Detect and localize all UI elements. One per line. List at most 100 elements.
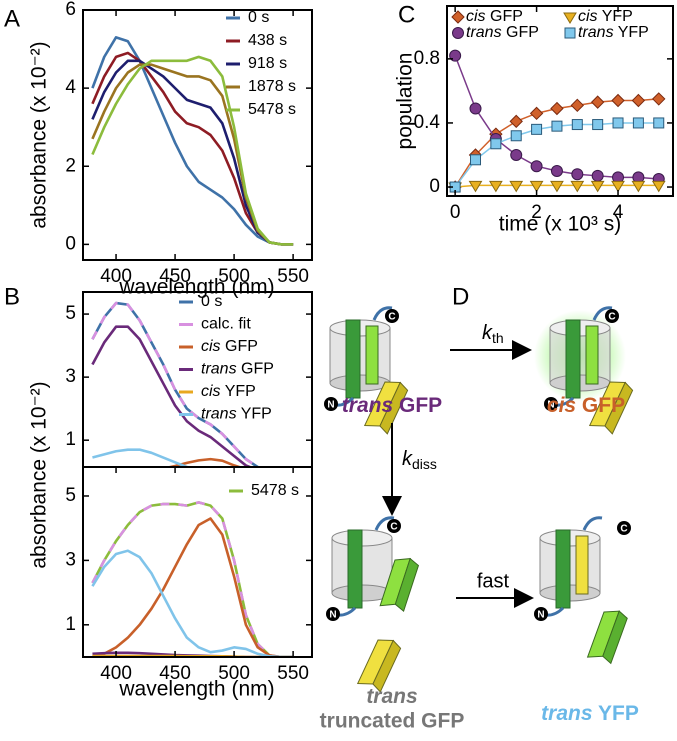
marker: [531, 123, 543, 135]
plot-frame: [446, 5, 674, 197]
plot-area: [448, 49, 666, 195]
rate-label: kth: [482, 322, 504, 345]
marker: [452, 27, 464, 39]
legend-label: calc. fit: [201, 316, 251, 333]
marker: [653, 117, 665, 129]
terminus: C: [605, 309, 619, 323]
marker: [529, 106, 544, 121]
y-tick-label: 5: [65, 303, 76, 324]
legend-label: trans YFP: [201, 406, 272, 423]
series-line: [91, 325, 254, 467]
marker: [510, 148, 523, 161]
y-tick-label: 3: [65, 549, 76, 570]
marker: [651, 180, 666, 193]
marker: [631, 180, 646, 193]
marker: [509, 180, 524, 193]
legend-label: trans GFP: [201, 361, 274, 378]
legend-label: trans YFP: [578, 24, 649, 41]
y-tick-label: 1: [65, 614, 76, 635]
terminus-label: N: [327, 400, 334, 411]
prism: [587, 605, 630, 666]
rate-symbol: k: [482, 322, 493, 344]
x-axis-label: time (x 10³ s): [499, 213, 622, 236]
marker: [571, 119, 583, 131]
marker: [488, 180, 503, 193]
x-tick-label: 500: [218, 663, 250, 684]
terminus: C: [617, 521, 631, 535]
terminus-label: C: [608, 312, 615, 323]
marker: [611, 180, 625, 193]
series-line: [91, 301, 262, 467]
x-tick-label: 550: [277, 663, 309, 684]
series-line: [92, 517, 294, 657]
x-axis-label: wavelength (nm): [118, 678, 274, 701]
terminus: C: [385, 309, 399, 323]
legend-label: 438 s: [248, 32, 287, 49]
rate-label: kdiss: [402, 448, 437, 471]
series-line: [91, 501, 294, 657]
terminus: N: [326, 607, 340, 621]
plot-area: [91, 36, 294, 246]
series-line: [91, 549, 294, 657]
series-line: [91, 301, 262, 467]
rate-subscript: diss: [412, 456, 437, 472]
marker: [564, 27, 576, 39]
plot-frame: [82, 466, 313, 658]
marker: [510, 130, 522, 142]
series-line: [91, 55, 294, 246]
marker: [550, 101, 564, 116]
legend-label: 0 s: [201, 293, 222, 310]
marker: [469, 102, 482, 115]
legend-label: cis GFP: [466, 8, 523, 25]
terminus-label: C: [388, 312, 395, 323]
y-tick-label: 0.4: [414, 112, 441, 133]
marker: [529, 180, 544, 193]
terminus: N: [534, 607, 548, 621]
strand: [365, 325, 379, 385]
terminus-label: N: [329, 610, 336, 621]
marker: [451, 10, 465, 24]
marker: [468, 180, 483, 193]
marker: [509, 114, 523, 129]
legend-label: 5478 s: [248, 101, 296, 118]
marker: [592, 119, 604, 131]
legend-label: cis YFP: [201, 383, 256, 400]
legend-label: trans GFP: [466, 24, 539, 41]
x-tick-label: 450: [159, 266, 191, 287]
legend-label: 918 s: [248, 55, 287, 72]
panel-letter: B: [4, 283, 20, 310]
terminus: N: [544, 397, 558, 411]
marker: [550, 180, 564, 193]
panel-letter: C: [398, 1, 415, 28]
x-tick-label: 500: [218, 266, 250, 287]
state-label: trans GFP: [342, 394, 442, 417]
marker: [490, 138, 502, 150]
series-line: [164, 457, 244, 467]
plot-frame: [82, 9, 313, 261]
y-tick-label: 0: [429, 176, 440, 197]
marker: [563, 12, 577, 24]
plot-area: [91, 301, 293, 472]
y-axis-label: population: [394, 53, 417, 150]
terminus-label: N: [547, 400, 554, 411]
terminus: N: [324, 397, 338, 411]
y-tick-label: 2: [65, 155, 76, 176]
plot-area: [91, 501, 294, 657]
legend-label: 1878 s: [248, 78, 296, 95]
arrow-label: fast: [477, 570, 510, 592]
x-tick-label: 2: [531, 202, 542, 223]
y-tick-label: 1: [65, 429, 76, 450]
state-label: cis GFP: [547, 394, 625, 417]
y-tick-label: 5: [65, 485, 76, 506]
marker: [570, 180, 585, 193]
protein: [538, 516, 604, 617]
y-tick-label: 6: [65, 0, 76, 20]
series-line: [91, 501, 294, 657]
marker: [631, 93, 646, 108]
series-line: [92, 471, 293, 472]
y-tick-label: 3: [65, 366, 76, 387]
y-axis-label: absorbance (x 10⁻²): [28, 41, 51, 228]
marker: [612, 117, 624, 129]
